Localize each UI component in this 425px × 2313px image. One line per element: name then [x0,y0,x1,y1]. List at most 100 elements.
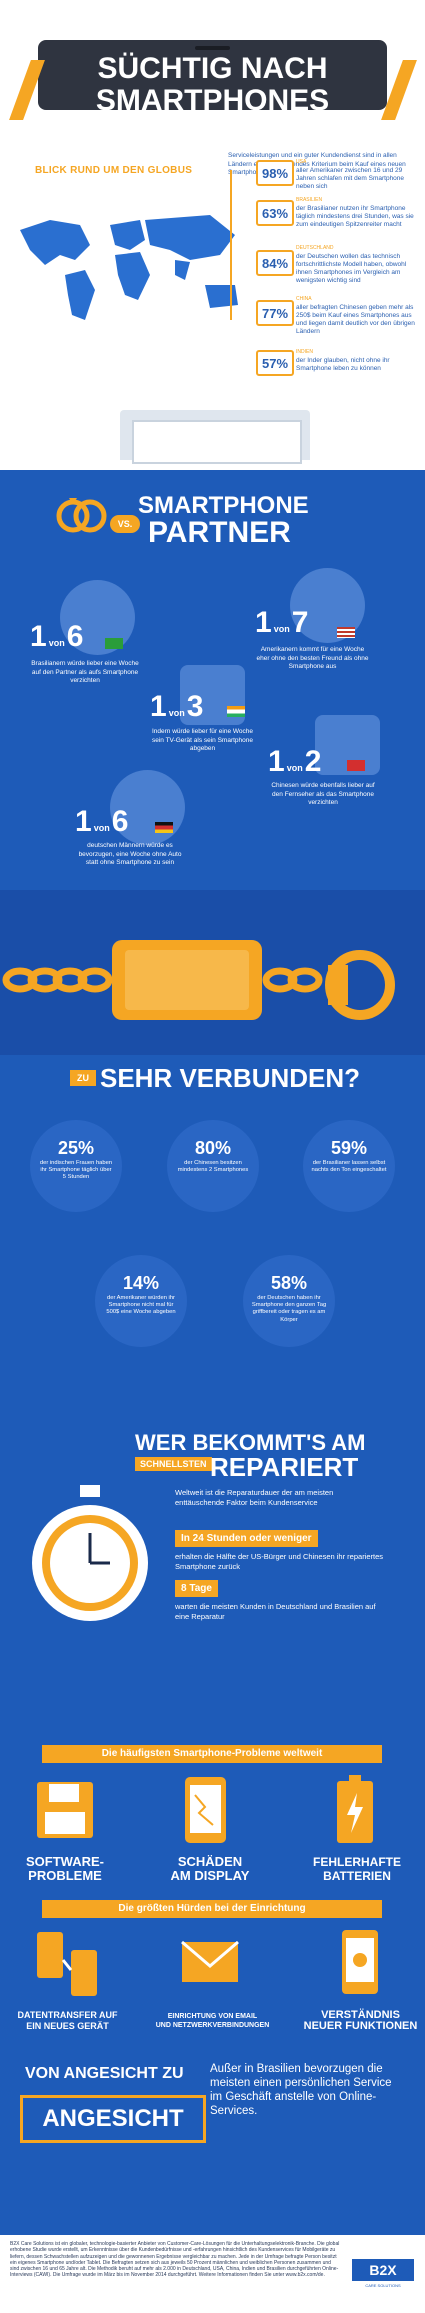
stat-pct-box: 57% [256,350,294,376]
stat-pct-box: 98% [256,160,294,186]
stat-row: USA aller Amerikaner zwischen 16 und 29 J… [296,158,416,191]
flag-china-icon [347,760,365,771]
title-line-1: SÜCHTIG NACH [97,52,328,85]
stat-row: Indien der Inder glauben, nicht ohne ihr … [296,348,416,373]
problem-label-line1: FEHLERHAFTE [313,1855,401,1869]
repair-section: WER BEKOMMT'S AM SCHNELLSTEN REPARIERT W… [0,1430,425,1740]
ratio-a: 1 [268,745,285,778]
phone-speaker [195,46,230,50]
laptop-screen [132,420,302,464]
b2x-logo-sub: CARE SOLUTIONS [365,2283,401,2288]
phone-touch-icon [342,1930,378,1994]
ratio-value: 1 von6 [75,805,128,839]
problem-label-line2: BATTERIEN [323,1869,391,1883]
ratio-value: 1 von6 [30,620,83,654]
stat-text: aller Amerikaner zwischen 16 und 29 Jahr… [296,167,405,190]
stat-text: der Inder glauben, nicht ohne ihr Smartp… [296,357,390,372]
ring-text: der Deutschen haben ihr Smartphone den g… [251,1295,327,1323]
ratio-text: Chinesen würde ebenfalls lieber auf den … [271,782,375,806]
repair-heading-1: WER BEKOMMT'S AM [135,1430,366,1455]
ring-pct: 80% [194,1138,232,1158]
stat-ring: 58% der Deutschen haben ihr Smartphone de… [243,1255,335,1347]
ring-pct: 59% [330,1138,368,1158]
problem-label: SOFTWARE- PROBLEME [5,1855,125,1883]
floppy-disk-icon [37,1782,93,1838]
ratio-von: von [93,823,110,833]
globe-heading: BLICK RUND UM DEN GLOBUS [35,165,193,176]
repair-text-1: erhalten die Hälfte der US-Bürger und Ch… [175,1552,384,1571]
stat-text: der Brasilianer nutzen ihr Smartphone tä… [296,205,414,228]
face-heading-2-box: ANGESICHT [20,2095,206,2143]
ring-text: der Chinesen besitzen mindestens 2 Smart… [177,1160,249,1174]
problem-label-line1: SCHÄDEN [177,1854,243,1869]
problems-bar: Die häufigsten Smartphone-Probleme weltw… [42,1745,382,1763]
stat-pct-box: 63% [256,200,294,226]
ratio-b: 7 [291,606,309,639]
stat-country: Brasilien [296,197,323,203]
stat-pct-box: 77% [256,300,294,326]
problem-label: SCHÄDEN AM DISPLAY [145,1855,275,1883]
ring-pct: 14% [122,1273,160,1293]
stat-ring: 25% der indischen Frauen haben ihr Smartp… [30,1120,122,1212]
stat-row: Brasilien der Brasilianer nutzen ihr Smar… [296,196,416,229]
hurdles-bar: Die größten Hürden bei der Einrichtung [42,1900,382,1918]
hurdle-label-line1: VERSTÄNDNIS [321,2009,400,2021]
flag-germany-icon [155,822,173,833]
ring-text: der indischen Frauen haben ihr Smartphon… [39,1160,113,1181]
ratio-von: von [48,638,65,648]
hurdle-label: VERSTÄNDNIS NEUER FUNKTIONEN [298,2010,423,2032]
rings-icon [56,498,107,533]
stat-ring: 59% der Brasilianer lassen selbst nachts … [303,1120,395,1212]
hurdle-label-line2: NEUER FUNKTIONEN [303,2020,418,2032]
ratio-a: 1 [255,606,272,639]
verbunden-heading: SEHR VERBUNDEN? [100,1063,361,1093]
vs-badge: VS. [110,515,140,533]
stat-country: USA [296,159,307,165]
ratio-text: Brasilianern würde lieber eine Woche auf… [31,660,139,684]
repair-text-2: warten die meisten Kunden in Deutschland… [175,1602,376,1621]
ring-text: der Amerikaner würden ihr Smartphone nic… [106,1295,176,1316]
ratio-value: 1 von2 [268,745,321,779]
ratio-text: Amerikanern kommt für eine Woche eher oh… [256,646,369,670]
footer-text: B2X Care Solutions ist ein globaler, tec… [10,2241,340,2279]
stat-country: China [296,296,312,302]
stat-row: Deutschland der Deutschen wollen das tech… [296,244,416,285]
hurdle-label: EINRICHTUNG VON EMAIL UND NETZWERKVERBIND… [140,2012,285,2030]
stat-pct-box: 84% [256,250,294,276]
stat-ring: 80% der Chinesen besitzen mindestens 2 Sm… [167,1120,259,1212]
battery-icon [337,1775,373,1843]
stat-country: Indien [296,349,313,355]
repair-box-1: In 24 Stunden oder weniger [175,1530,318,1547]
ratio-a: 1 [30,620,47,653]
globe-section: SÜCHTIG NACH SMARTPHONES BLICK RUND UM D… [0,0,425,470]
ring-pct: 25% [57,1138,95,1158]
ratio-b: 3 [186,690,204,723]
face-text: Außer in Brasilien bevorzugen die meiste… [210,2063,392,2117]
problem-label-line2: PROBLEME [28,1868,102,1883]
flag-india-icon [227,706,245,717]
stat-row: China aller befragten Chinesen geben mehr… [296,295,416,336]
stat-text: der Deutschen wollen das technisch forts… [296,253,407,284]
face-heading-1: VON ANGESICHT ZU [25,2065,184,2082]
handcuff-section [0,890,425,1055]
ring-text: der Brasilianer lassen selbst nachts den… [311,1160,387,1174]
ratio-text: deutschen Männern würde es bevorzugen, e… [78,842,182,866]
problem-label-line2: AM DISPLAY [170,1868,250,1883]
hurdle-label-line1: EINRICHTUNG VON EMAIL [167,2013,258,2020]
ratio-von: von [168,708,185,718]
b2x-logo: B2X [352,2259,414,2281]
hurdle-label: DATENTRANSFER AUF EIN NEUES GERÄT [5,2010,130,2032]
partner-section: VS. SMARTPHONE PARTNER 1 von6 Brasilianer… [0,470,425,890]
handcuff-chain-icon [2,940,395,1020]
ring-pct: 58% [270,1273,308,1293]
partner-heading-2: PARTNER [148,516,291,549]
broken-phone-icon [185,1777,226,1843]
ratio-b: 6 [66,620,84,653]
partner-heading-1: SMARTPHONE [138,492,309,519]
schnellsten-badge: SCHNELLSTEN [135,1457,212,1471]
problems-section: Die häufigsten Smartphone-Probleme weltw… [0,1740,425,2235]
zu-badge: ZU [70,1070,96,1086]
world-map [20,215,238,320]
ratio-a: 1 [150,690,167,723]
footer: B2X Care Solutions ist ein globaler, tec… [0,2235,425,2313]
